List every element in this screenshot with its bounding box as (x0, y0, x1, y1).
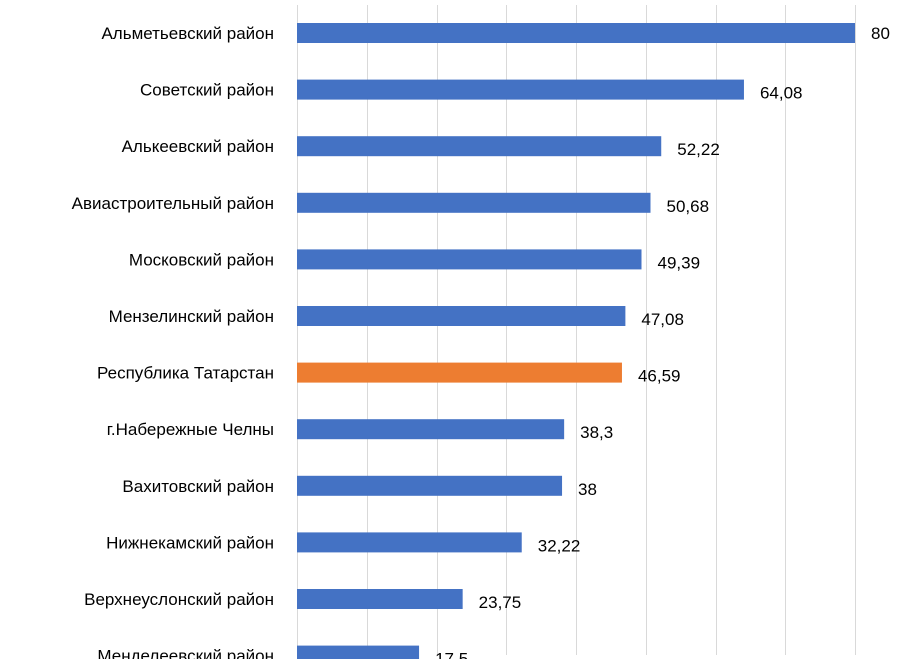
gridlines (297, 5, 856, 655)
bar (297, 136, 662, 157)
bars (297, 23, 855, 659)
category-label: Верхнеуслонский район (84, 590, 274, 609)
data-label: 49,39 (657, 253, 700, 272)
bar (297, 79, 744, 100)
value-labels: 80 64,08 52,22 50,68 49,39 47,08 46,59 38,3 38 32… (435, 24, 890, 659)
data-label: 46,59 (638, 367, 681, 386)
category-label: Советский район (140, 81, 274, 100)
category-label: Республика Татарстан (97, 364, 274, 383)
category-labels: Альметьевский район Советский район Алькее… (72, 24, 274, 659)
data-label: 38 (578, 480, 597, 499)
data-label: 80 (871, 24, 890, 43)
category-label: Алькеевский район (122, 137, 274, 156)
bar (297, 419, 565, 440)
data-label: 52,22 (677, 140, 720, 159)
bar (297, 645, 420, 659)
bar (297, 249, 642, 270)
category-label: Московский район (129, 250, 274, 269)
bar (297, 23, 855, 43)
category-label: Альметьевский район (101, 24, 274, 43)
data-label: 47,08 (641, 310, 684, 329)
category-label: Мензелинский район (109, 307, 274, 326)
bar (297, 532, 522, 553)
data-label: 38,3 (580, 423, 613, 442)
category-label: Нижнекамский район (106, 533, 274, 552)
data-label: 32,22 (538, 536, 581, 555)
category-label: Авиастроительный район (72, 194, 274, 213)
bar (297, 192, 651, 213)
bar (297, 362, 622, 383)
category-label: Вахитовский район (122, 477, 274, 496)
data-label: 50,68 (666, 197, 709, 216)
category-label: г.Набережные Челны (107, 420, 274, 439)
bar (297, 475, 563, 496)
data-label: 64,08 (760, 84, 803, 103)
bar (297, 589, 463, 609)
category-label: Менделеевский район (97, 647, 274, 659)
bar (297, 306, 626, 326)
data-label: 17,5 (435, 650, 468, 659)
data-label: 23,75 (479, 593, 522, 612)
